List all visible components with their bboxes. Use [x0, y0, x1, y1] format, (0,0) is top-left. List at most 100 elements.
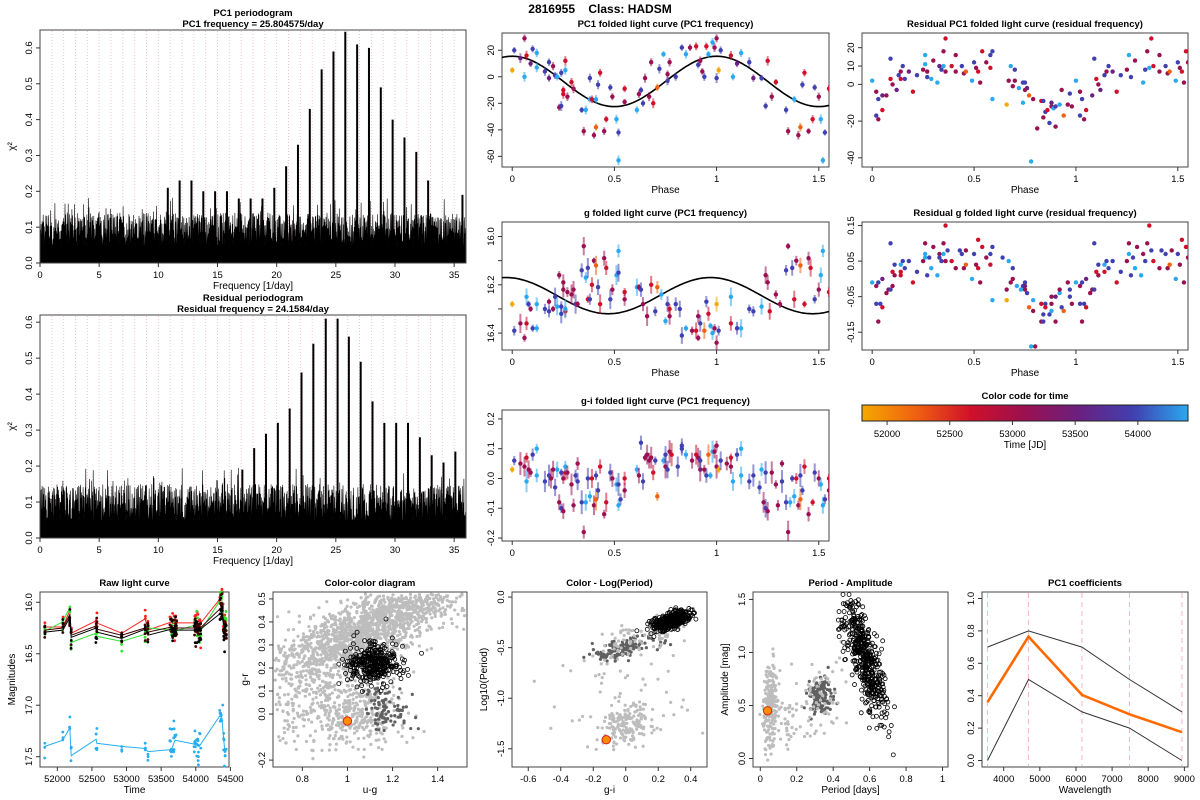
background-point — [340, 690, 344, 695]
background-point — [309, 641, 313, 645]
series-point-u — [168, 727, 172, 731]
background-point — [633, 745, 637, 749]
data-point — [937, 251, 942, 257]
data-point — [1041, 115, 1046, 120]
series-point-z — [120, 635, 123, 639]
background-point — [580, 714, 585, 719]
data-point — [589, 282, 595, 287]
x-axis-label: Phase — [651, 368, 680, 379]
series-point-z — [43, 625, 47, 629]
background-point — [375, 613, 379, 618]
background-point — [401, 726, 405, 730]
data-point — [595, 488, 601, 493]
comparison-point — [368, 683, 374, 689]
background-point — [312, 649, 316, 653]
y-tick-label: 0.1 — [24, 495, 35, 508]
background-point — [324, 694, 328, 698]
background-point — [306, 643, 310, 647]
background-point — [284, 662, 288, 666]
background-point — [629, 738, 633, 742]
background-point — [404, 634, 408, 638]
background-point — [400, 635, 405, 640]
background-point — [425, 648, 429, 652]
background-point — [292, 665, 296, 670]
background-point — [641, 677, 645, 681]
series-point-i — [95, 616, 99, 620]
background-point — [323, 684, 327, 689]
x-tick-label: 0.5 — [608, 548, 621, 559]
data-point — [689, 328, 695, 333]
series-point-i — [223, 619, 226, 623]
data-point — [673, 301, 678, 307]
data-point — [785, 529, 791, 535]
background-point — [377, 604, 381, 608]
background-point — [344, 741, 348, 745]
x-tick-label: 25 — [331, 545, 342, 556]
x-tick-label: 20 — [271, 270, 282, 281]
series-point-i — [174, 621, 178, 625]
colorbar-xlabel: Time [JD] — [1004, 440, 1047, 451]
background-point — [301, 664, 305, 669]
background-point — [401, 624, 405, 628]
data-point — [1183, 244, 1188, 250]
background-point — [327, 632, 331, 636]
background-point — [617, 699, 621, 703]
background-point — [345, 683, 349, 688]
x-tick-label: 1 — [714, 548, 719, 559]
data-point — [718, 458, 723, 463]
background-point — [356, 642, 360, 646]
background-point — [374, 727, 378, 732]
data-point — [597, 70, 603, 76]
x-tick-label: 53000 — [113, 774, 139, 785]
background-point — [320, 679, 325, 683]
background-point — [404, 614, 408, 618]
background-point — [639, 723, 643, 728]
background-point — [304, 689, 308, 693]
comparison-point — [342, 648, 348, 654]
background-point — [436, 593, 441, 597]
data-point — [581, 128, 586, 134]
comparison-point — [392, 656, 398, 662]
background-point — [284, 702, 288, 706]
series-point-z — [69, 646, 73, 650]
background-point — [274, 702, 278, 707]
comparison-point — [362, 638, 367, 644]
background-point — [356, 736, 361, 741]
data-point — [988, 65, 993, 71]
background-point — [327, 748, 331, 752]
data-point — [693, 44, 699, 49]
background-point — [634, 723, 638, 727]
comparison-point — [353, 652, 359, 657]
data-point — [822, 130, 828, 135]
background-point — [337, 737, 341, 741]
background-point — [333, 733, 337, 738]
background-point — [401, 606, 405, 610]
background-point — [303, 654, 307, 658]
background-point — [623, 712, 627, 716]
data-point — [675, 464, 680, 469]
series-point-z — [61, 621, 65, 625]
background-point — [339, 601, 343, 605]
series-point-z — [199, 632, 203, 636]
comparison-point — [359, 647, 365, 653]
data-point — [949, 258, 954, 264]
background-point — [639, 629, 643, 633]
background-point — [413, 595, 417, 599]
background-point — [304, 678, 308, 682]
background-point — [328, 674, 332, 678]
background-point — [417, 644, 421, 648]
data-point — [528, 470, 533, 475]
background-point — [309, 657, 314, 661]
data-point — [816, 287, 821, 292]
background-point — [414, 600, 419, 604]
background-point — [393, 720, 397, 724]
data-point — [808, 265, 813, 271]
background-point — [302, 657, 306, 661]
x-tick-label: 0.5 — [608, 174, 621, 185]
data-point — [1104, 69, 1109, 74]
comparison-point — [399, 643, 405, 649]
background-point — [577, 718, 581, 722]
background-point — [610, 712, 614, 716]
data-point — [683, 326, 689, 331]
background-point — [437, 604, 441, 608]
